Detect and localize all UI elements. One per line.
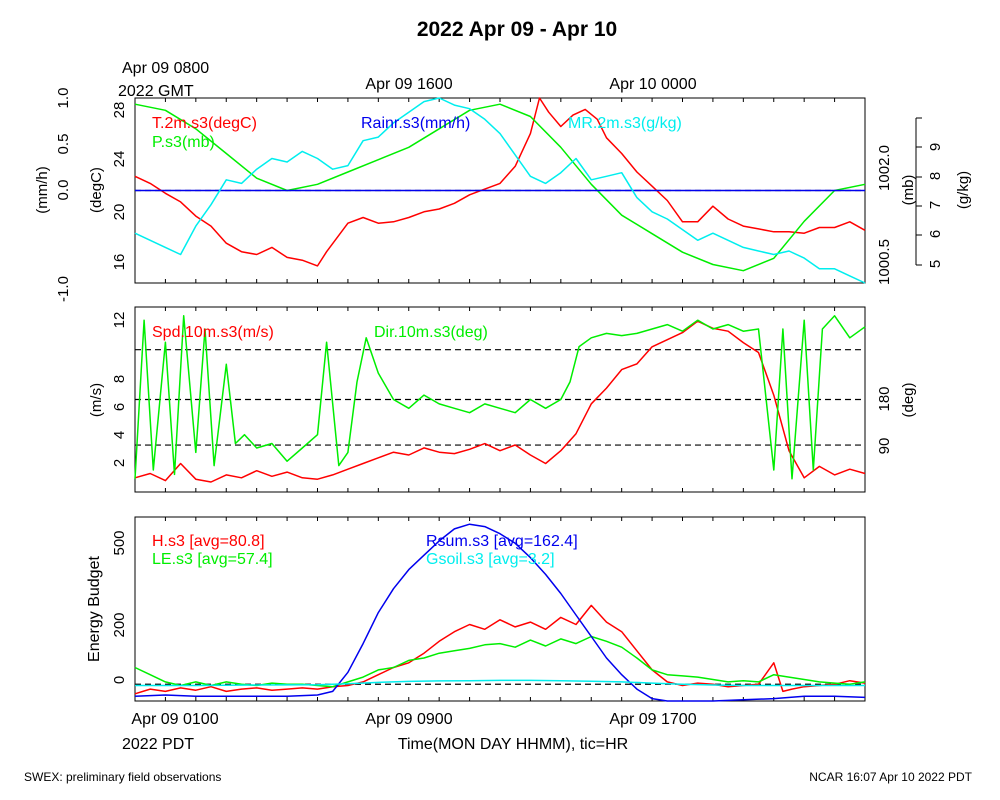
series-layer bbox=[134, 97, 866, 702]
pres-axis-label: (mb) bbox=[900, 175, 917, 206]
temp-axis: 16 20 24 28 (degC) bbox=[88, 102, 128, 271]
reference-lines bbox=[135, 189, 865, 685]
legend-spd: Spd.10m.s3(m/s) bbox=[152, 324, 274, 341]
series-line-top-3 bbox=[134, 97, 866, 284]
legend-gsoil: Gsoil.s3 [avg=3.2] bbox=[426, 551, 555, 568]
series-line-middle-0 bbox=[134, 320, 866, 483]
top-axis-tick-label-2: Apr 10 0000 bbox=[609, 76, 696, 93]
spd-tick-8: 8 bbox=[111, 375, 128, 383]
series-line-bottom-0 bbox=[134, 604, 866, 695]
series-line-middle-1 bbox=[134, 315, 866, 480]
legend-pres: P.s3(mb) bbox=[152, 134, 215, 151]
energy-axis-label: Energy Budget bbox=[86, 556, 103, 662]
pres-tick-10005: 1000.5 bbox=[876, 239, 893, 285]
footer-right: NCAR 16:07 Apr 10 2022 PDT bbox=[809, 770, 972, 784]
top-axis-tick-label-1: Apr 09 1600 bbox=[365, 76, 452, 93]
dir-axis-label: (deg) bbox=[900, 382, 917, 417]
mr-tick-9: 9 bbox=[927, 143, 944, 151]
legend-temp: T.2m.s3(degC) bbox=[152, 115, 257, 132]
rain-tick-0: 0.0 bbox=[55, 180, 72, 201]
series-line-bottom-1 bbox=[134, 635, 866, 688]
mr-tick-7: 7 bbox=[927, 201, 944, 209]
rain-axis-label: (mm/h) bbox=[34, 166, 51, 214]
rain-tick-1: 1.0 bbox=[55, 88, 72, 109]
energy-axis: 0 200 500 Energy Budget bbox=[86, 530, 128, 684]
rain-tick-neg1: -1.0 bbox=[55, 276, 72, 302]
energy-tick-200: 200 bbox=[111, 612, 128, 637]
dir-axis: 90 180 (deg) bbox=[876, 382, 917, 454]
legend-h: H.s3 [avg=80.8] bbox=[152, 533, 265, 550]
rain-axis: -1.0 0.0 0.5 1.0 (mm/h) bbox=[34, 88, 72, 302]
spd-axis: 2 4 6 8 12 (m/s) bbox=[88, 312, 128, 468]
temp-tick-24: 24 bbox=[111, 151, 128, 168]
bottom-axis-tick-label-1: Apr 09 0100 bbox=[131, 711, 218, 728]
temp-tick-20: 20 bbox=[111, 204, 128, 221]
bottom-axis-tick-label-3: Apr 09 1700 bbox=[609, 711, 696, 728]
dir-tick-180: 180 bbox=[876, 386, 893, 411]
chart-title: 2022 Apr 09 - Apr 10 bbox=[417, 18, 617, 41]
spd-tick-12: 12 bbox=[111, 312, 128, 329]
top-axis-label-line1: Apr 09 0800 bbox=[122, 60, 209, 77]
mr-tick-5: 5 bbox=[927, 260, 944, 268]
series-line-top-0 bbox=[134, 97, 866, 267]
pres-tick-10020: 1002.0 bbox=[876, 145, 893, 191]
bottom-axis-xlabel: Time(MON DAY HHMM), tic=HR bbox=[398, 736, 628, 753]
series-line-top-1 bbox=[134, 103, 866, 272]
spd-tick-2: 2 bbox=[111, 459, 128, 467]
spd-tick-6: 6 bbox=[111, 403, 128, 411]
series-line-bottom-2 bbox=[134, 523, 866, 702]
legend-rain: Rainr.s3(mm/h) bbox=[361, 115, 470, 132]
bottom-axis-date-label: 2022 PDT bbox=[122, 736, 194, 753]
mr-axis: 5 6 7 8 9 (g/kg) bbox=[915, 117, 972, 268]
top-axis-label-line2: 2022 GMT bbox=[118, 83, 194, 100]
legend-mr: MR.2m.s3(g/kg) bbox=[568, 115, 682, 132]
series-line-bottom-3 bbox=[135, 679, 865, 687]
mr-tick-6: 6 bbox=[927, 230, 944, 238]
rain-tick-05: 0.5 bbox=[55, 134, 72, 155]
legend-top: T.2m.s3(degC) P.s3(mb) Rainr.s3(mm/h) MR… bbox=[152, 115, 682, 151]
legend-dir: Dir.10m.s3(deg) bbox=[374, 324, 488, 341]
hour-ticks bbox=[164, 98, 836, 701]
temp-tick-16: 16 bbox=[111, 254, 128, 271]
temp-tick-28: 28 bbox=[111, 102, 128, 119]
dir-tick-90: 90 bbox=[876, 438, 893, 455]
footer-left: SWEX: preliminary field observations bbox=[24, 770, 221, 784]
mr-tick-8: 8 bbox=[927, 172, 944, 180]
spd-tick-4: 4 bbox=[111, 431, 128, 439]
spd-axis-label: (m/s) bbox=[88, 383, 105, 417]
pres-axis: 1000.5 1002.0 (mb) bbox=[876, 145, 917, 285]
legend-middle: Spd.10m.s3(m/s) Dir.10m.s3(deg) bbox=[152, 324, 488, 341]
bottom-axis-tick-label-2: Apr 09 0900 bbox=[365, 711, 452, 728]
legend-le: LE.s3 [avg=57.4] bbox=[152, 551, 273, 568]
mr-axis-label: (g/kg) bbox=[955, 171, 972, 209]
energy-tick-500: 500 bbox=[111, 530, 128, 555]
legend-rsum: Rsum.s3 [avg=162.4] bbox=[426, 533, 578, 550]
energy-tick-0: 0 bbox=[111, 676, 128, 684]
legend-bottom: H.s3 [avg=80.8] LE.s3 [avg=57.4] Rsum.s3… bbox=[152, 533, 578, 568]
temp-axis-label: (degC) bbox=[88, 167, 105, 213]
